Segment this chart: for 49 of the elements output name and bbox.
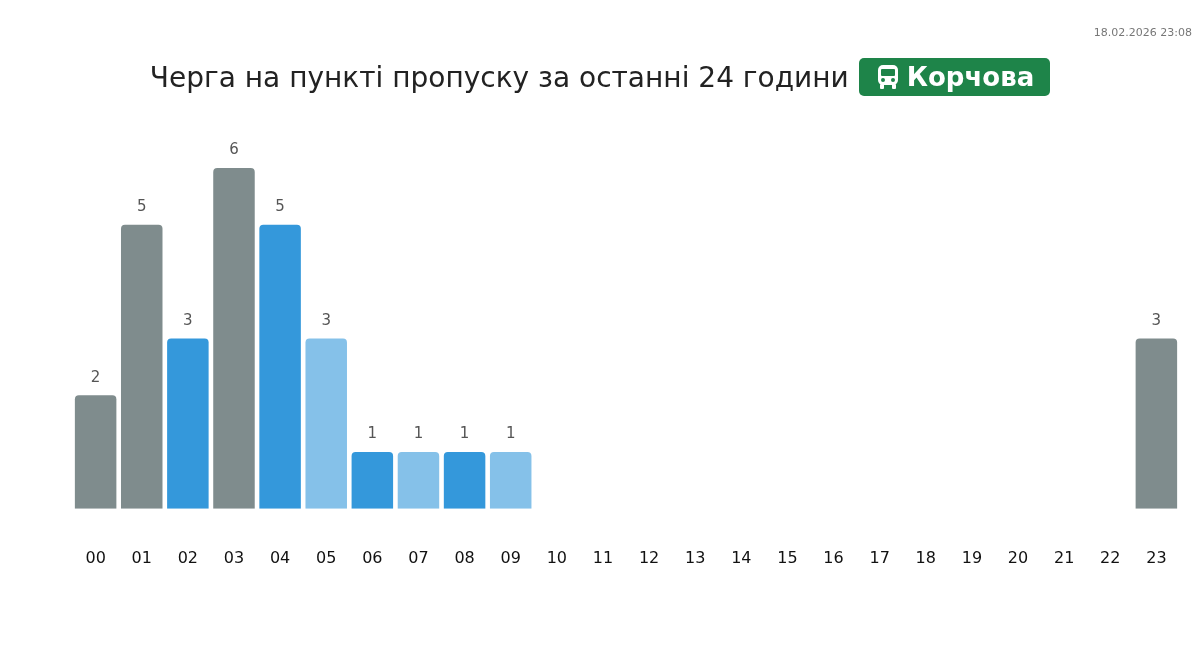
bar [443,452,486,509]
data-label: 1 [505,424,516,443]
bar [1135,338,1178,509]
x-tick-label: 06 [362,547,383,567]
x-tick-label: 03 [223,547,245,567]
chart-title: Черга на пункті пропуску за останні 24 години [149,60,849,94]
x-tick-label: 08 [454,547,475,567]
x-tick-label: 20 [1007,547,1029,567]
x-tick-label: 13 [685,547,706,567]
bar [259,224,301,509]
data-label: 1 [367,424,378,443]
data-label: 1 [413,424,424,443]
bar [167,338,209,509]
bar [213,168,255,509]
data-label: 1 [459,424,470,443]
x-tick-label: 19 [961,547,983,567]
data-label: 3 [321,310,331,329]
data-label: 5 [275,197,285,216]
bar [397,452,440,509]
x-tick-label: 11 [592,547,614,567]
x-tick-label: 18 [915,547,936,567]
x-tick-label: 04 [269,547,291,567]
x-tick-label: 17 [869,547,890,567]
data-label: 6 [229,140,239,159]
data-label: 3 [183,310,193,329]
x-tick-label: 12 [638,547,660,567]
x-tick-label: 22 [1100,547,1121,567]
data-label: 5 [136,197,147,216]
x-tick-label: 14 [731,547,752,567]
x-tick-label: 05 [316,547,337,567]
x-tick-label: 23 [1146,547,1167,567]
bar [74,395,117,509]
data-label: 3 [1151,310,1162,329]
x-tick-label: 07 [408,547,429,567]
text: 18.02.2026 23:08 [1093,26,1192,39]
x-tick-label: 16 [823,547,844,567]
x-tick-label: 10 [546,547,567,567]
x-tick-label: 09 [500,547,521,567]
chart-subtitle: Корчова [906,62,1035,92]
x-tick-label: 21 [1053,547,1075,567]
bar [489,452,532,509]
bar [305,338,347,509]
x-tick-label: 02 [177,547,199,567]
bar [120,224,163,509]
x-tick-label: 15 [777,547,798,567]
x-tick-label: 01 [131,547,152,567]
data-label: 2 [90,367,101,386]
x-tick-label: 00 [85,547,106,567]
bar [351,452,394,509]
